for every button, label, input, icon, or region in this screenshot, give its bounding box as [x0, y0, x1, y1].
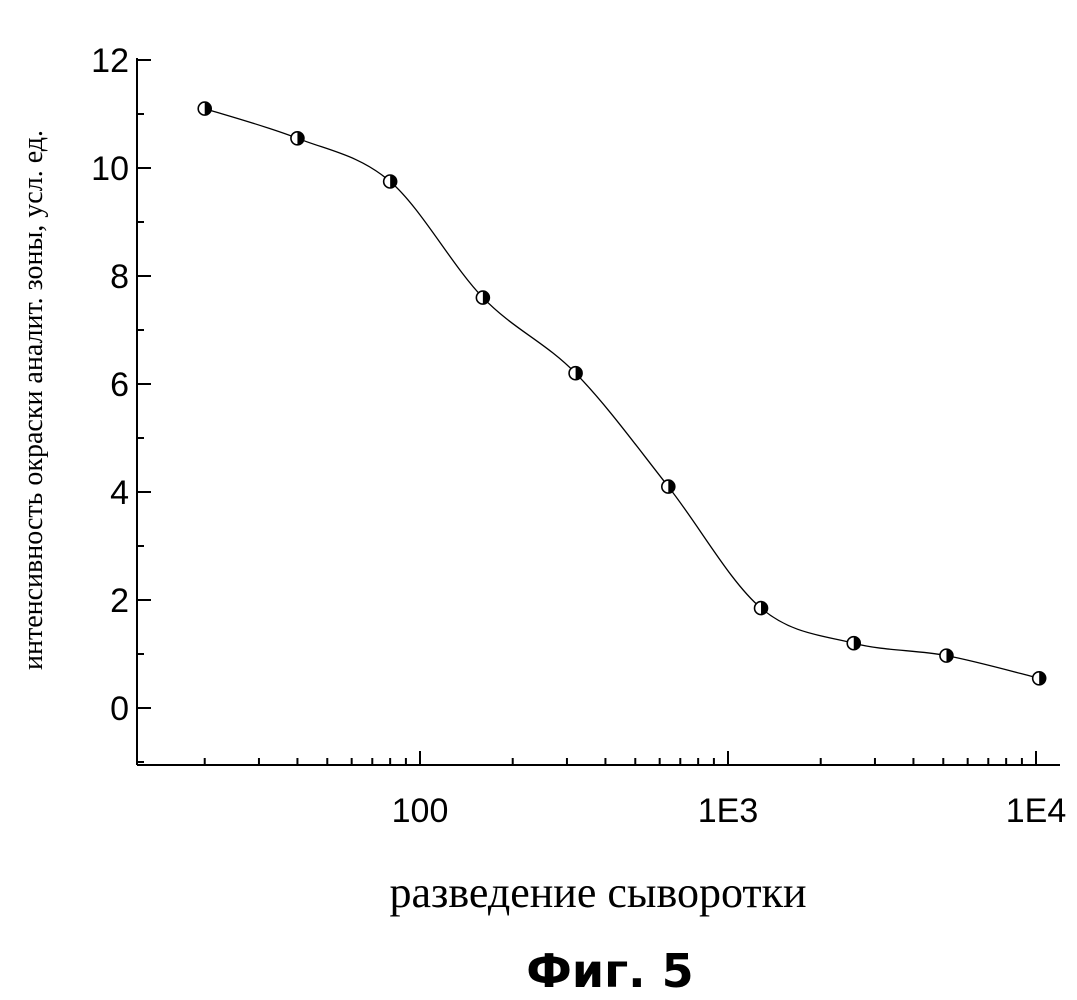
data-point	[847, 637, 860, 650]
data-point	[1033, 672, 1046, 685]
y-tick-label: 10	[91, 150, 129, 188]
x-tick-label: 1E4	[1006, 792, 1067, 830]
data-points	[198, 102, 1045, 685]
data-point	[662, 480, 675, 493]
x-tick-label: 1E3	[698, 792, 759, 830]
x-tick-label: 100	[392, 792, 449, 830]
y-axis-title: интенсивность окраски аналит. зоны, усл.…	[18, 130, 49, 670]
data-point	[569, 367, 582, 380]
tick-labels: 0 2 4 6 8 10 12 100 1E3 1E4	[91, 42, 1066, 830]
minor-ticks	[137, 114, 1022, 765]
y-tick-label: 12	[91, 42, 129, 80]
axes	[137, 58, 1060, 765]
figure-caption: Фиг. 5	[526, 944, 693, 998]
y-tick-label: 4	[110, 474, 129, 512]
x-axis-title: разведение сыворотки	[389, 868, 806, 917]
data-point	[198, 102, 211, 115]
data-point	[291, 132, 304, 145]
y-tick-label: 2	[110, 582, 129, 620]
data-point	[755, 602, 768, 615]
y-tick-label: 0	[110, 690, 129, 728]
data-point	[384, 175, 397, 188]
data-point	[476, 291, 489, 304]
y-tick-label: 8	[110, 258, 129, 296]
major-ticks	[137, 60, 1036, 765]
data-point	[940, 649, 953, 662]
y-tick-label: 6	[110, 366, 129, 404]
fit-curve	[205, 109, 1039, 679]
